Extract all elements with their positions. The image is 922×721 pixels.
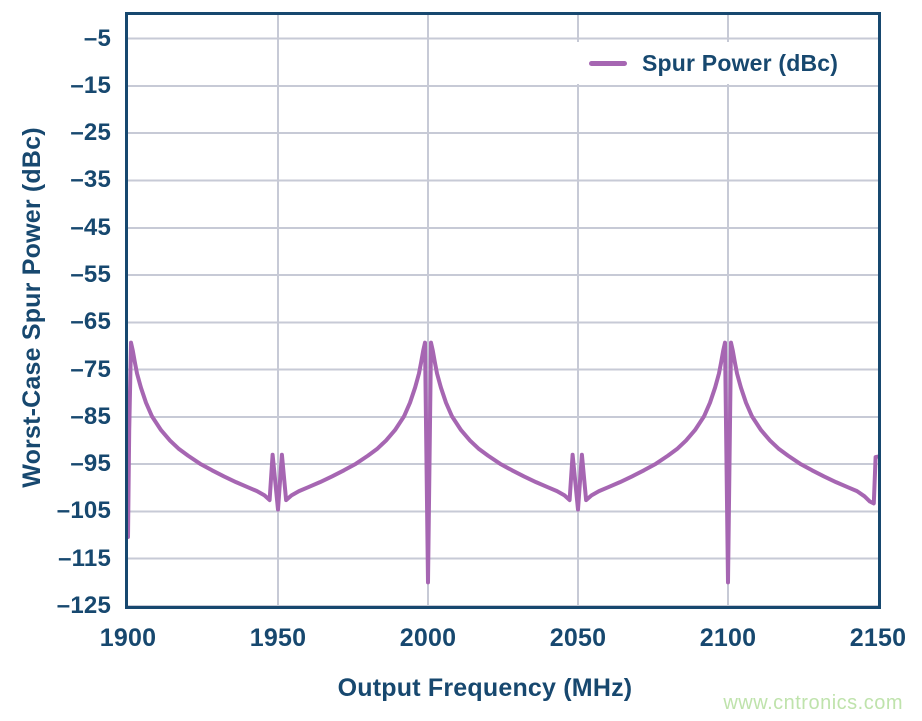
legend: Spur Power (dBc) [575, 42, 876, 84]
y-tick-label: –45 [70, 213, 111, 241]
x-tick-label: 1900 [99, 624, 157, 652]
y-tick-label: –105 [56, 497, 111, 525]
x-tick-label: 2150 [849, 624, 907, 652]
watermark: www.cntronics.com [723, 692, 903, 714]
y-tick-label: –65 [70, 308, 111, 336]
legend-label: Spur Power (dBc) [642, 49, 839, 76]
x-tick-label: 2100 [699, 624, 757, 652]
x-axis-title: Output Frequency (MHz) [337, 674, 633, 702]
chart-canvas [128, 15, 878, 606]
x-tick-label: 2000 [399, 624, 457, 652]
y-tick-label: –85 [70, 402, 111, 430]
y-tick-label: –95 [70, 450, 111, 478]
spur-power-line [128, 340, 878, 585]
y-tick-label: –55 [70, 261, 111, 289]
x-tick-label: 2050 [549, 624, 607, 652]
y-tick-label: –15 [70, 71, 111, 99]
y-tick-label: –5 [83, 24, 111, 52]
y-tick-label: –75 [70, 355, 111, 383]
plot-area: Spur Power (dBc) [125, 12, 881, 609]
y-tick-label: –35 [70, 166, 111, 194]
legend-line-swatch [589, 60, 627, 66]
y-tick-label: –115 [58, 544, 111, 572]
y-tick-label: –25 [70, 119, 111, 147]
y-tick-label: –125 [56, 592, 111, 619]
x-tick-label: 1950 [249, 624, 307, 652]
